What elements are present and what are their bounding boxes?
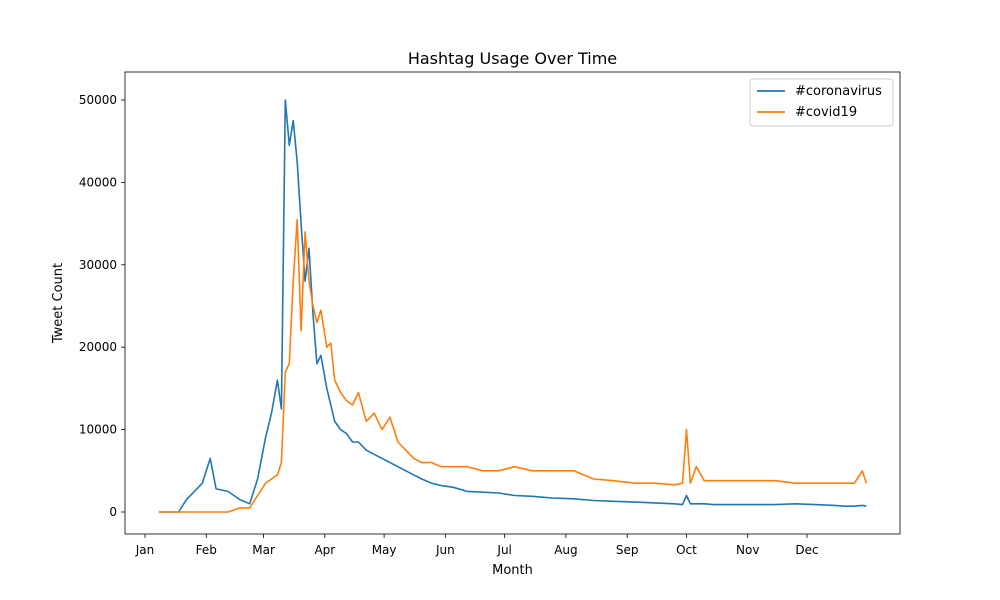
- x-tick-label: Mar: [252, 543, 275, 557]
- series-line-coronavirus: [158, 99, 867, 513]
- x-tick-label: Jun: [435, 543, 455, 557]
- legend-label-covid19: #covid19: [795, 105, 857, 120]
- x-axis-label: Month: [492, 563, 533, 578]
- y-tick-label: 30000: [79, 258, 117, 272]
- legend-box: [749, 78, 894, 127]
- x-tick-label: Dec: [795, 543, 818, 557]
- series-line-covid19: [158, 218, 868, 513]
- legend-label-coronavirus: #coronavirus: [795, 84, 882, 99]
- series-group: [158, 99, 868, 513]
- plot-area: [124, 71, 901, 535]
- y-axis: 0 10000 20000 30000 40000 50000: [79, 93, 125, 519]
- x-tick-label: Sep: [616, 543, 639, 557]
- y-tick-label: 20000: [79, 340, 117, 354]
- x-tick-label: Oct: [676, 543, 697, 557]
- x-tick-label: Jan: [135, 543, 155, 557]
- y-tick-label: 40000: [79, 175, 117, 189]
- x-tick-label: Jul: [496, 543, 511, 557]
- x-tick-label: May: [372, 543, 397, 557]
- x-tick-label: Aug: [554, 543, 577, 557]
- x-tick-label: Nov: [736, 543, 759, 557]
- x-tick-label: Feb: [196, 543, 217, 557]
- x-axis: Jan Feb Mar Apr May Jun Jul Aug Sep Oct Nov Dec: [135, 534, 819, 557]
- legend: #coronavirus #covid19: [749, 78, 894, 127]
- chart-title: Hashtag Usage Over Time: [408, 49, 617, 68]
- y-axis-label: Tweet Count: [51, 263, 66, 344]
- y-tick-label: 50000: [79, 93, 117, 107]
- y-tick-label: 10000: [79, 423, 117, 437]
- x-tick-label: Apr: [314, 543, 335, 557]
- y-tick-label: 0: [109, 505, 117, 519]
